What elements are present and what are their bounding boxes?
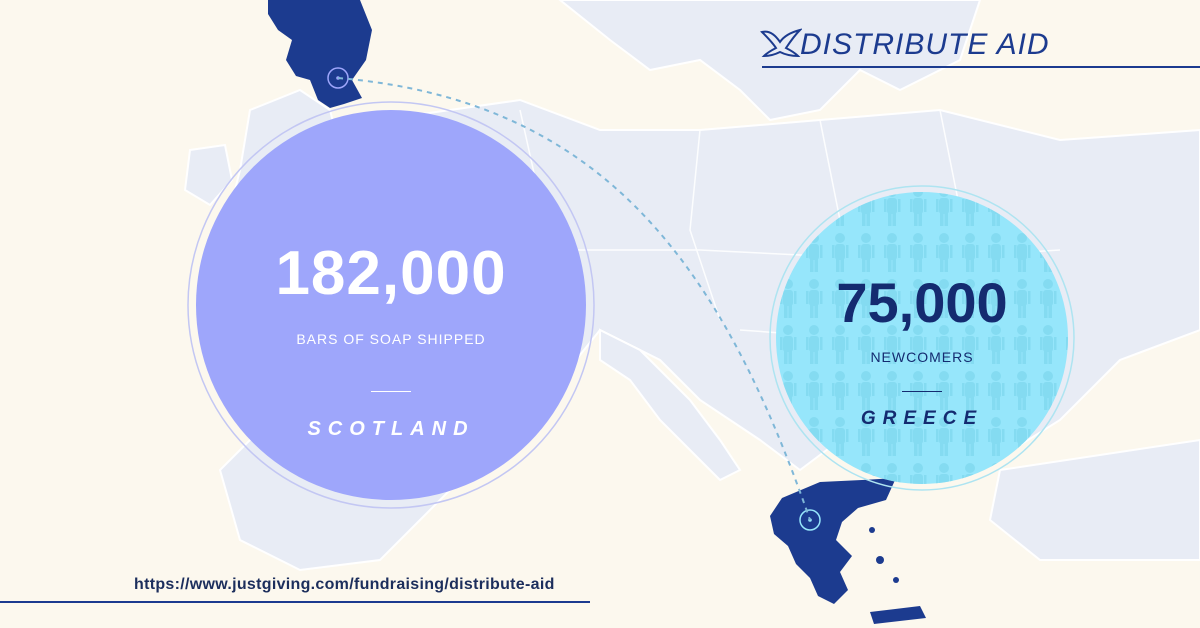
land-scandinavia — [558, 0, 982, 122]
scotland-divider — [371, 391, 411, 392]
land-turkey — [988, 438, 1200, 561]
soap-count: 182,000 — [275, 239, 507, 308]
greece-divider — [902, 391, 942, 392]
brand-name: DISTRIBUTE AID — [800, 28, 1050, 61]
greece-ring — [769, 185, 1075, 491]
scotland-circle — [196, 110, 586, 500]
url-underline — [0, 601, 590, 603]
route-arc — [337, 77, 811, 521]
greece-stat: 75,000 NEWCOMERS GREECE — [782, 270, 1062, 430]
newcomers-count: 75,000 — [836, 271, 1008, 334]
land-italy — [599, 328, 742, 482]
scotland-marker — [327, 67, 349, 89]
greece-marker — [799, 509, 821, 531]
fundraising-link[interactable]: https://www.justgiving.com/fundraising/d… — [134, 576, 555, 593]
people-pattern — [776, 192, 1068, 484]
scotland-stat: 182,000 BARS OF SOAP SHIPPED SCOTLAND — [198, 118, 584, 441]
greece-place: GREECE — [860, 408, 984, 429]
scotland-ring — [187, 101, 595, 509]
land-ireland — [183, 143, 234, 207]
soap-label: BARS OF SOAP SHIPPED — [296, 331, 486, 347]
logo-underline — [762, 66, 1200, 68]
scotland-shape — [268, 0, 372, 108]
brand-logo[interactable]: DISTRIBUTE AID — [760, 24, 1200, 70]
scotland-place: SCOTLAND — [307, 418, 475, 440]
dove-icon — [760, 28, 802, 58]
greece-shape — [770, 478, 896, 604]
newcomers-label: NEWCOMERS — [870, 349, 974, 365]
